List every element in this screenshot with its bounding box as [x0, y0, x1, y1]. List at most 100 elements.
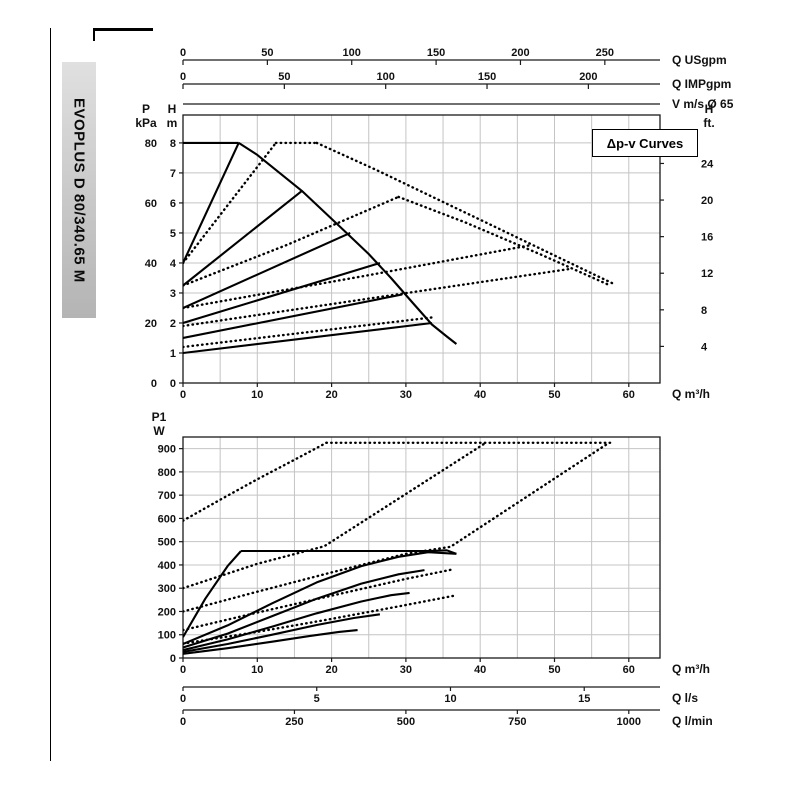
- svg-text:60: 60: [623, 389, 635, 401]
- svg-text:10: 10: [251, 664, 263, 676]
- svg-text:40: 40: [474, 664, 486, 676]
- svg-text:Q m³/h: Q m³/h: [672, 387, 710, 401]
- svg-text:0: 0: [170, 653, 176, 665]
- svg-text:40: 40: [474, 389, 486, 401]
- grid: [183, 115, 660, 383]
- svg-text:100: 100: [158, 630, 176, 642]
- svg-text:20: 20: [325, 664, 337, 676]
- svg-text:500: 500: [397, 716, 415, 728]
- svg-text:Q USgpm: Q USgpm: [672, 53, 727, 67]
- svg-text:10: 10: [444, 693, 456, 705]
- svg-text:20: 20: [325, 389, 337, 401]
- svg-text:Q l/min: Q l/min: [672, 714, 713, 728]
- svg-text:100: 100: [377, 71, 395, 83]
- svg-text:600: 600: [158, 513, 176, 525]
- svg-text:20: 20: [701, 195, 713, 207]
- svg-text:250: 250: [596, 47, 614, 59]
- svg-text:5: 5: [170, 228, 176, 240]
- svg-text:250: 250: [285, 716, 303, 728]
- svg-text:1000: 1000: [617, 716, 641, 728]
- series-dpv-decline-b: [397, 195, 612, 287]
- series-dpv-set-5m: [183, 231, 351, 309]
- svg-text:50: 50: [261, 47, 273, 59]
- svg-text:8: 8: [701, 305, 707, 317]
- pump-model-text: EVOPLUS D 80/340.65 M: [70, 97, 88, 283]
- svg-text:7: 7: [170, 168, 176, 180]
- svg-text:6: 6: [170, 198, 176, 210]
- svg-text:4: 4: [701, 341, 708, 353]
- pump-model-sidebar: EVOPLUS D 80/340.65 M: [62, 62, 96, 318]
- page-corner-mark: [93, 28, 153, 41]
- series-p-curve-1: [183, 551, 457, 645]
- dpv-curves-legend-label: Δp-v Curves: [606, 135, 684, 151]
- svg-text:Q m³/h: Q m³/h: [672, 662, 710, 676]
- svg-text:100: 100: [343, 47, 361, 59]
- series-dpv-rise-a: [183, 141, 278, 265]
- svg-text:150: 150: [478, 71, 496, 83]
- svg-text:3: 3: [170, 288, 176, 300]
- svg-text:50: 50: [548, 664, 560, 676]
- svg-text:kPa: kPa: [135, 116, 157, 130]
- svg-text:750: 750: [508, 716, 526, 728]
- svg-text:80: 80: [145, 138, 157, 150]
- series-dpv-set-2m: [183, 321, 433, 355]
- svg-text:12: 12: [701, 268, 713, 280]
- plot-frame: [182, 436, 661, 659]
- svg-text:0: 0: [180, 389, 186, 401]
- svg-text:0: 0: [180, 693, 186, 705]
- svg-text:1: 1: [170, 348, 176, 360]
- svg-text:150: 150: [427, 47, 445, 59]
- svg-text:0: 0: [151, 378, 157, 390]
- series-dpv-set-3m: [183, 293, 403, 340]
- svg-text:900: 900: [158, 444, 176, 456]
- svg-text:P1: P1: [152, 410, 167, 424]
- svg-text:8: 8: [170, 138, 176, 150]
- series-p-curve-5: [183, 629, 358, 655]
- svg-text:0: 0: [180, 71, 186, 83]
- svg-text:10: 10: [251, 389, 263, 401]
- dpv-curves-legend-box: Δp-v Curves: [592, 129, 698, 157]
- head-flow-curves: [183, 141, 616, 355]
- svg-text:700: 700: [158, 490, 176, 502]
- svg-text:200: 200: [579, 71, 597, 83]
- series-dpv-rise-d: [183, 267, 571, 328]
- svg-text:P: P: [142, 102, 150, 116]
- series-p-max-plateau: [241, 549, 457, 555]
- svg-text:800: 800: [158, 467, 176, 479]
- svg-text:W: W: [153, 424, 165, 438]
- svg-text:m: m: [167, 116, 178, 130]
- series-dpv-rise-c: [183, 243, 534, 310]
- svg-text:60: 60: [145, 198, 157, 210]
- series-p-curve-4: [183, 613, 381, 654]
- series-dpv-set-6-5m: [183, 190, 303, 287]
- series-max-speed-curve: [238, 142, 458, 345]
- svg-text:20: 20: [145, 318, 157, 330]
- svg-text:60: 60: [623, 664, 635, 676]
- svg-text:200: 200: [158, 606, 176, 618]
- series-p-dotted-rise-max: [183, 441, 328, 522]
- svg-text:0: 0: [180, 47, 186, 59]
- series-p-dotted-c: [183, 567, 456, 632]
- svg-text:4: 4: [170, 258, 177, 270]
- series-dpv-rise-b: [183, 195, 400, 287]
- svg-text:0: 0: [180, 716, 186, 728]
- svg-text:0: 0: [180, 664, 186, 676]
- series-dpv-set-4m: [183, 261, 381, 325]
- svg-text:ft.: ft.: [703, 116, 714, 130]
- svg-text:H: H: [168, 102, 177, 116]
- svg-text:24: 24: [701, 158, 714, 170]
- series-p-steep-rise: [183, 550, 242, 638]
- series-p-dotted-a: [183, 442, 486, 590]
- series-p-dotted-b: [183, 443, 608, 613]
- series-p-curve-2: [183, 569, 425, 649]
- svg-text:16: 16: [701, 232, 713, 244]
- svg-text:Q IMPgpm: Q IMPgpm: [672, 77, 731, 91]
- svg-text:400: 400: [158, 560, 176, 572]
- svg-text:40: 40: [145, 258, 157, 270]
- svg-text:300: 300: [158, 583, 176, 595]
- svg-text:V m/s Ø 65: V m/s Ø 65: [672, 97, 734, 111]
- svg-text:30: 30: [400, 664, 412, 676]
